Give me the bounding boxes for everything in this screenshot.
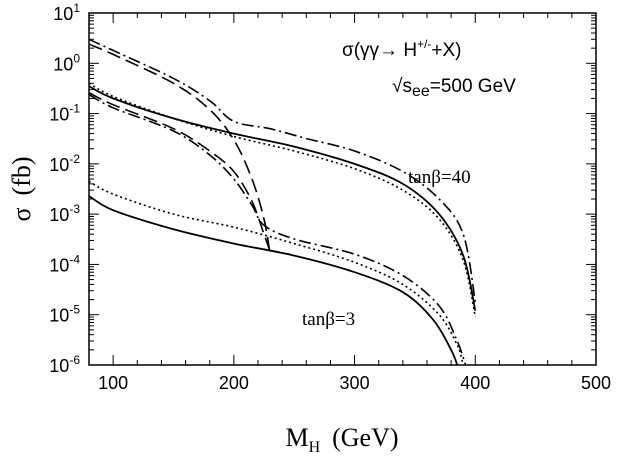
x-tick-labels: 100 200 300 400 500 [98, 373, 611, 393]
tanbeta-40-label: tanβ=40 [408, 167, 471, 188]
x-tick-label: 300 [340, 373, 370, 393]
plot-frame [88, 12, 597, 366]
x-axis-title: MH (GeV) [285, 423, 398, 456]
energy-annotation: √see=500 GeV [392, 76, 516, 100]
series-line-6 [88, 93, 467, 366]
x-tick-label: 100 [98, 373, 128, 393]
tanbeta-3-label: tanβ=3 [302, 309, 355, 330]
series-line-7 [88, 91, 271, 252]
process-annotation: σ(γγ→ H+/-+X) [342, 37, 462, 61]
series-line-0 [88, 85, 477, 311]
y-tick-label: 100 [53, 51, 80, 74]
series-line-3 [88, 43, 271, 255]
axis-ticks [88, 12, 597, 366]
y-tick-label: 10-2 [49, 152, 80, 175]
y-tick-label: 101 [53, 1, 80, 24]
x-tick-label: 500 [581, 373, 611, 393]
series-line-2 [88, 38, 477, 303]
y-tick-label: 10-1 [49, 102, 80, 125]
series-layer [88, 38, 477, 366]
x-tick-label: 400 [460, 373, 490, 393]
y-axis-title: σ(fb) [7, 157, 36, 222]
series-line-4 [88, 195, 459, 366]
y-tick-labels: 101 100 10-1 10-2 10-3 10-4 10-5 10-6 [49, 1, 80, 376]
series-line-1 [88, 82, 477, 318]
x-tick-label: 200 [219, 373, 249, 393]
y-tick-label: 10-6 [49, 353, 80, 376]
y-tick-label: 10-4 [49, 252, 80, 275]
series-line-5 [88, 180, 464, 366]
y-tick-label: 10-5 [49, 303, 80, 326]
y-tick-label: 10-3 [49, 202, 80, 225]
